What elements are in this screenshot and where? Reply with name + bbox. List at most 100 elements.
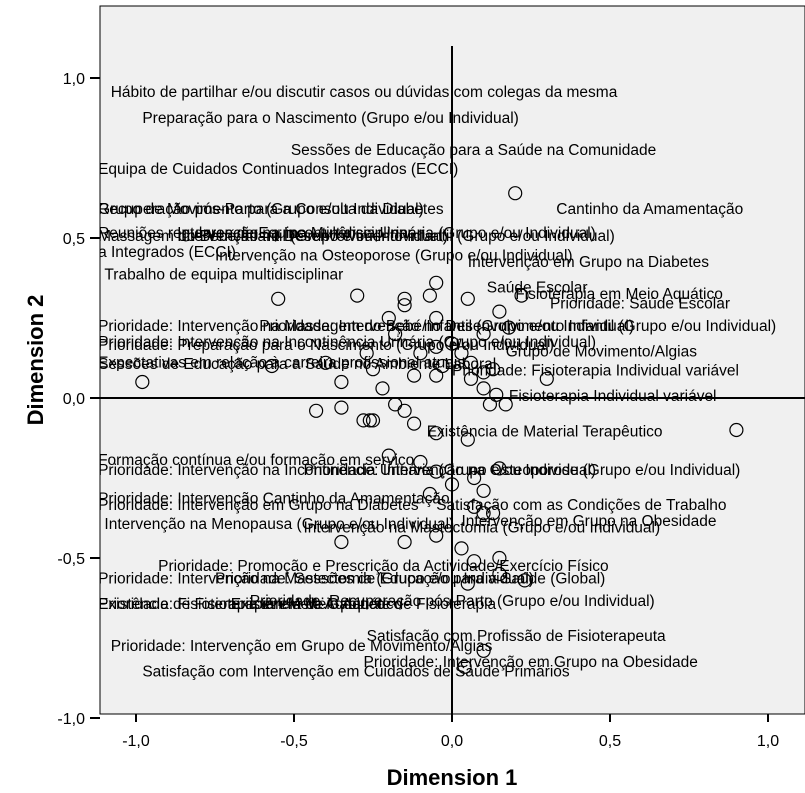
data-point — [492, 461, 507, 476]
data-point — [381, 310, 396, 326]
point-label: Intervenção na Mastectomia (Grupo e/ou I… — [303, 519, 660, 536]
data-point — [350, 288, 365, 303]
point-label: Intervenção em Grupo na Obesidade — [461, 513, 716, 530]
point-label: Prioridade: Intervenção em Grupo na Obes… — [364, 654, 698, 671]
data-point — [492, 550, 507, 566]
point-label: Satisfação com Intervenção em Cuidados d… — [142, 663, 570, 680]
data-point — [485, 506, 501, 521]
data-point — [388, 326, 403, 342]
data-point — [429, 426, 444, 441]
x-tick-label: 0,0 — [441, 733, 463, 750]
data-point — [397, 534, 412, 550]
data-point — [467, 554, 482, 569]
x-tick-label: 0,5 — [599, 733, 621, 750]
data-point — [514, 288, 529, 303]
point-label: Prioridade: Intervenção em Grupo na Diab… — [98, 497, 419, 514]
data-point — [309, 403, 324, 418]
point-label: Grupo de Movimento para a Consulta da Di… — [98, 201, 444, 218]
point-label: Prioridade: Saúde Escolar — [550, 295, 730, 312]
point-label: Prioridade: Intervenção na Incontinência… — [98, 462, 596, 479]
point-label: Sessões de Educação para a Saúde no Ambi… — [98, 356, 496, 373]
data-point — [365, 413, 381, 428]
data-point — [454, 346, 469, 361]
data-points — [135, 186, 744, 674]
data-point — [135, 374, 150, 390]
data-point — [381, 448, 396, 463]
data-point — [492, 566, 507, 582]
data-point — [318, 355, 333, 370]
point-label: Existência de Fisioterapia em Meio Aquát… — [98, 596, 402, 613]
data-point — [467, 470, 482, 486]
point-label: Prioridade: Intervenção em Grupo de Movi… — [111, 638, 493, 655]
data-point — [422, 288, 437, 303]
point-label: Prioridade: Sessões de Educação para a S… — [215, 571, 605, 588]
point-label: Prioridade: Intervenção no Desenvolvimen… — [259, 318, 776, 335]
y-axis-title: Dimension 2 — [23, 295, 48, 426]
data-point — [397, 291, 412, 306]
point-label: Prioridade: Intervenção na Massagem do B… — [98, 318, 634, 335]
data-point — [365, 362, 381, 377]
point-label: Prioridade: Recuperação pós-Parto (Grupo… — [250, 593, 655, 610]
point-label: Prioridade: Intervenção na Mastectomia (… — [98, 571, 534, 588]
data-point — [476, 506, 491, 521]
data-point — [359, 346, 374, 361]
point-label: Satisfação com Profissão de Fisioterapeu… — [367, 628, 666, 645]
x-axis-title: Dimension 1 — [387, 765, 518, 790]
axis-ticks: -1,0 -0,5 0,0 0,5 1,0 1,0 0,5 0,0 -0,5 -1,0 — [57, 71, 779, 750]
data-point — [429, 464, 444, 479]
point-labels: Hábito de partilhar e/ou discutir casos … — [98, 84, 776, 738]
point-label: Expectativas em relação à profissão — [278, 721, 527, 738]
data-point — [334, 534, 349, 550]
data-point — [476, 643, 491, 658]
data-point — [460, 291, 475, 306]
data-point — [485, 362, 501, 377]
point-label: Intervenção em Grupo na Diabetes — [468, 254, 709, 271]
data-point — [429, 528, 444, 543]
data-point — [463, 355, 479, 370]
data-point — [413, 346, 428, 361]
point-label: Prioridade: Intervenção na Incontinência… — [98, 334, 596, 351]
data-point — [334, 400, 349, 415]
data-point — [517, 573, 532, 588]
data-point — [463, 371, 479, 386]
data-point — [460, 576, 475, 591]
y-tick-label: -1,0 — [57, 711, 85, 728]
y-tick-label: 0,0 — [63, 391, 85, 408]
point-label: Prioridade: Preparação para o Nascimento… — [98, 337, 554, 354]
data-point — [444, 336, 460, 351]
point-label: Massagem do Bebé/Infantil (Grupo e/ou In… — [98, 228, 448, 245]
data-point — [454, 541, 469, 556]
data-point — [397, 298, 412, 313]
data-point — [375, 381, 390, 396]
data-point — [356, 413, 371, 428]
point-label: Prioridade: Fisioterapia Individual vari… — [452, 363, 739, 380]
point-label: Trabalho de equipa multidisciplinar — [104, 267, 343, 284]
y-tick-label: -0,5 — [57, 551, 85, 568]
data-point — [476, 365, 491, 380]
data-point — [429, 310, 444, 326]
data-point — [444, 477, 460, 492]
x-tick-label: 1,0 — [757, 733, 779, 750]
point-label: Reuniões regulares de Equipa Multidiscip… — [98, 225, 412, 242]
point-label: Formação contínua e/ou formação em servi… — [98, 452, 414, 469]
data-point — [476, 326, 491, 342]
data-point — [406, 368, 422, 383]
data-point — [539, 371, 554, 386]
data-point — [362, 413, 377, 428]
data-point — [271, 291, 286, 306]
data-point — [429, 275, 444, 290]
point-label: Intervenção na Osteoporose (Grupo e/ou I… — [215, 247, 573, 264]
point-label: Prioridade: Fisioterapia em Meio Aquátic… — [98, 596, 385, 613]
point-label: Equipa de Cuidados Continuados Integrado… — [98, 161, 458, 178]
data-point — [429, 368, 444, 383]
point-label: Fisioterapia em Meio Aquático — [515, 286, 723, 303]
point-label: Expectativas em relação à carreira profi… — [98, 355, 465, 372]
data-point — [406, 416, 422, 431]
data-point — [476, 483, 491, 498]
point-label: Fisioterapia Individual variável — [509, 388, 717, 405]
data-point — [460, 432, 475, 447]
data-point — [397, 403, 412, 418]
point-label: Prioridade: Intervenção na Osteoporose (… — [303, 462, 740, 479]
point-label: Existência de Gabinete de Fisioterapia — [231, 596, 497, 613]
